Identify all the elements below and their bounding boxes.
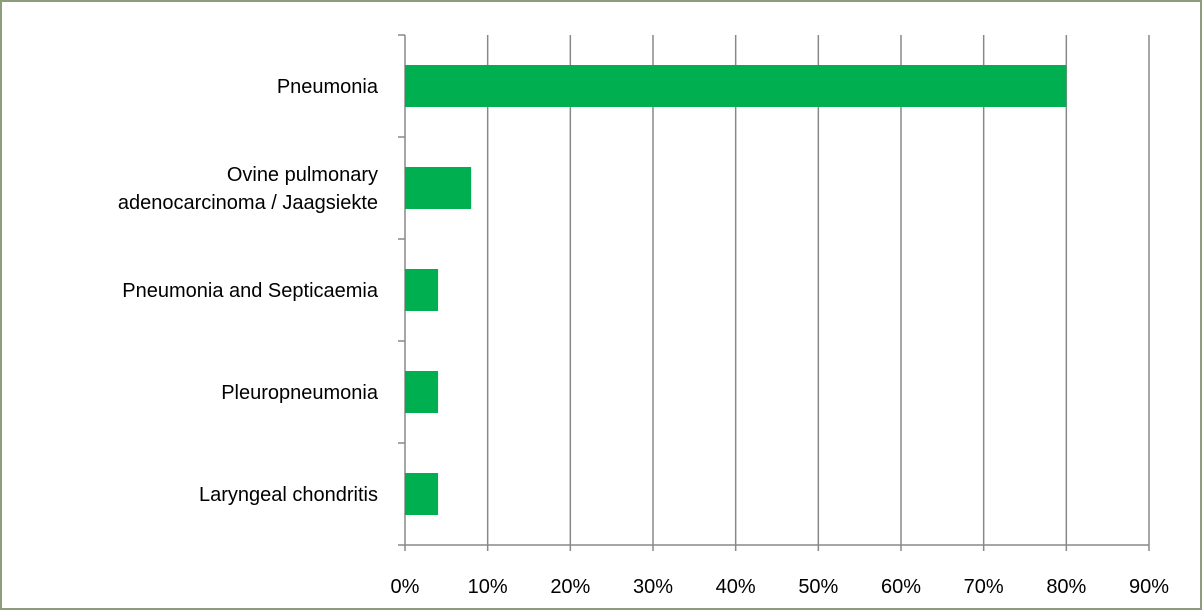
gridlines	[486, 35, 1150, 545]
category-label: Pneumonia and Septicaemia	[122, 280, 379, 302]
x-tick-label: 40%	[716, 576, 756, 598]
category-labels: Pneumonia Ovine pulmonary adenocarcinoma /…	[118, 76, 379, 506]
bar	[405, 371, 439, 413]
category-label: Laryngeal chondritis	[199, 484, 378, 506]
x-tick-label: 70%	[964, 576, 1004, 598]
category-label: Pneumonia	[277, 76, 379, 98]
axes	[398, 34, 1150, 551]
x-tick-label: 20%	[550, 576, 590, 598]
x-tick-label: 50%	[798, 576, 838, 598]
bar	[405, 167, 472, 209]
bars	[405, 65, 1067, 515]
x-tick-label: 80%	[1046, 576, 1086, 598]
bar	[405, 269, 439, 311]
category-label: adenocarcinoma / Jaagsiekte	[118, 192, 378, 214]
category-label: Pleuropneumonia	[221, 382, 379, 404]
x-tick-label: 90%	[1129, 576, 1169, 598]
x-tick-label: 0%	[391, 576, 420, 598]
category-label: Ovine pulmonary	[227, 164, 378, 186]
x-tick-label: 30%	[633, 576, 673, 598]
x-tick-label: 60%	[881, 576, 921, 598]
bar	[405, 473, 439, 515]
bar	[405, 65, 1067, 107]
x-tick-labels: 0% 10% 20% 30% 40% 50% 60% 70% 80% 90%	[391, 576, 1170, 598]
x-tick-label: 10%	[468, 576, 508, 598]
